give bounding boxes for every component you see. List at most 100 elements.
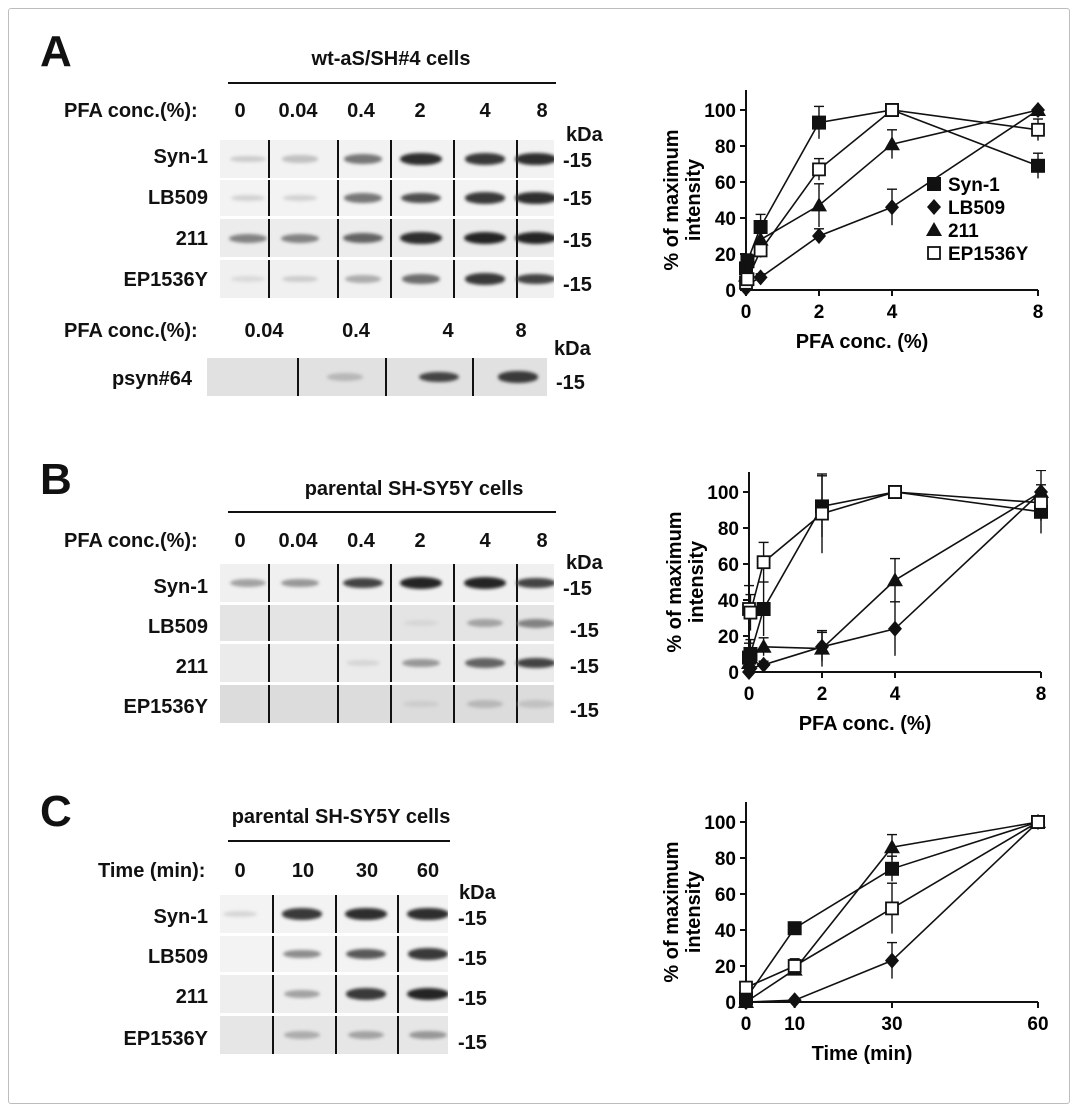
panel-c-header-rule: [228, 840, 450, 842]
blot-band: [283, 989, 321, 999]
data-point: [1034, 495, 1048, 510]
blot-band: [283, 949, 321, 959]
data-point: [753, 243, 768, 258]
lane-divider: [272, 895, 274, 933]
data-point: [885, 103, 899, 117]
panel-c-lane-label: LB509: [147, 946, 208, 968]
panel-a-lane-label: Syn-1: [153, 146, 208, 168]
data-point: [927, 246, 941, 260]
panel-a-header-rule: [228, 82, 556, 84]
blot-band: [407, 988, 448, 1000]
legend-label: Syn-1: [948, 175, 1000, 196]
y-tick-label: 0: [725, 281, 736, 302]
blot-band: [345, 659, 381, 667]
blot-strip: [220, 564, 554, 602]
panel-c-tick: 0: [234, 860, 246, 882]
y-axis-label: % of maximumintensity: [661, 129, 705, 270]
panel-b-chart: 0 20 40 60 80 100 0 2 4 8 PFA conc. (%) % of maximu…: [664, 470, 1049, 735]
panel-c-lane-label: 211: [175, 986, 208, 1008]
panel-b-marker: -15: [570, 700, 599, 722]
lane-divider: [268, 605, 270, 641]
data-point: [787, 921, 802, 936]
data-point: [885, 901, 899, 916]
y-axis-label: % of maximumintensity: [664, 511, 708, 652]
data-point: [1031, 122, 1045, 137]
lane-divider: [335, 975, 337, 1013]
panel-a-letter: A: [40, 27, 72, 76]
panel-a-sub-tick: 0.04: [244, 320, 284, 342]
blot-band: [515, 232, 554, 244]
lane-divider: [390, 564, 392, 602]
panel-a-tick: 4: [479, 100, 491, 122]
panel-c-lane-label: Syn-1: [153, 906, 208, 928]
lane-divider: [268, 180, 270, 216]
blot-band: [222, 910, 258, 918]
blot-band: [464, 192, 506, 204]
x-tick-label: 8: [1036, 684, 1047, 705]
panel-a-tick: 0.4: [347, 100, 375, 122]
blot-band: [466, 618, 504, 628]
data-point: [885, 952, 899, 969]
blot-band: [464, 153, 506, 165]
lane-divider: [272, 936, 274, 972]
panel-a-tick: 0.04: [278, 100, 318, 122]
lane-divider: [335, 1016, 337, 1054]
panel-b-lane-label: LB509: [147, 616, 208, 638]
lane-divider: [453, 564, 455, 602]
data-point: [811, 197, 827, 212]
data-point: [1031, 815, 1045, 829]
blot-band: [407, 948, 448, 960]
y-tick-label: 40: [715, 921, 736, 942]
series-line: [745, 821, 1039, 1003]
y-tick-label: 60: [718, 555, 739, 576]
data-point: [927, 199, 941, 215]
panel-a-chart: 0 20 40 60 80 100 0 2 4 8 PFA conc. (%) % of maximu…: [661, 90, 1046, 353]
panel-c-tick: 10: [291, 860, 315, 882]
panel-b-tick: 0.04: [278, 530, 318, 552]
panel-c-letter: C: [40, 787, 72, 836]
panel-c-tick: 30: [355, 860, 379, 882]
panel-a-lane-label: 211: [175, 228, 208, 250]
data-point: [814, 640, 830, 655]
blot-strip: [220, 140, 554, 178]
blot-band: [281, 908, 323, 920]
blot-band: [400, 577, 442, 589]
data-point: [888, 485, 902, 499]
blot-band: [282, 155, 318, 163]
blot-strip: [220, 260, 554, 298]
lane-divider: [453, 219, 455, 257]
data-point: [755, 638, 772, 653]
panel-a-header: wt-aS/SH#4 cells: [311, 48, 471, 70]
blot-band: [400, 232, 442, 244]
blot-band: [345, 908, 387, 920]
data-point: [926, 222, 942, 236]
blot-band: [282, 194, 318, 202]
blot-band: [515, 153, 554, 165]
lane-divider: [268, 644, 270, 682]
data-point: [739, 980, 753, 995]
y-tick-label: 100: [704, 813, 736, 834]
panel-b-marker: -15: [570, 620, 599, 642]
panel-a-sub-tick: 0.4: [342, 320, 370, 342]
y-tick-label: 60: [715, 885, 736, 906]
blot-band: [327, 373, 363, 381]
data-point: [887, 572, 903, 587]
panel-a-sub-kda: kDa: [554, 338, 591, 360]
panel-a-lane-label: LB509: [147, 187, 208, 209]
data-point: [927, 177, 941, 191]
panel-c-lane-label: EP1536Y: [123, 1028, 208, 1050]
blot-band: [229, 578, 267, 588]
lane-divider: [390, 260, 392, 298]
lane-divider: [516, 685, 518, 723]
panel-b-tick: 0.4: [347, 530, 375, 552]
x-tick-label: 0: [744, 684, 755, 705]
lane-divider: [397, 975, 399, 1013]
blot-strip: [207, 358, 547, 396]
blot-strip: [220, 975, 448, 1013]
blot-band: [344, 275, 382, 283]
legend-label: LB509: [948, 198, 1005, 219]
blot-band: [464, 232, 506, 244]
blot-band: [281, 233, 319, 243]
lane-divider: [453, 180, 455, 216]
blot-band: [515, 577, 554, 589]
